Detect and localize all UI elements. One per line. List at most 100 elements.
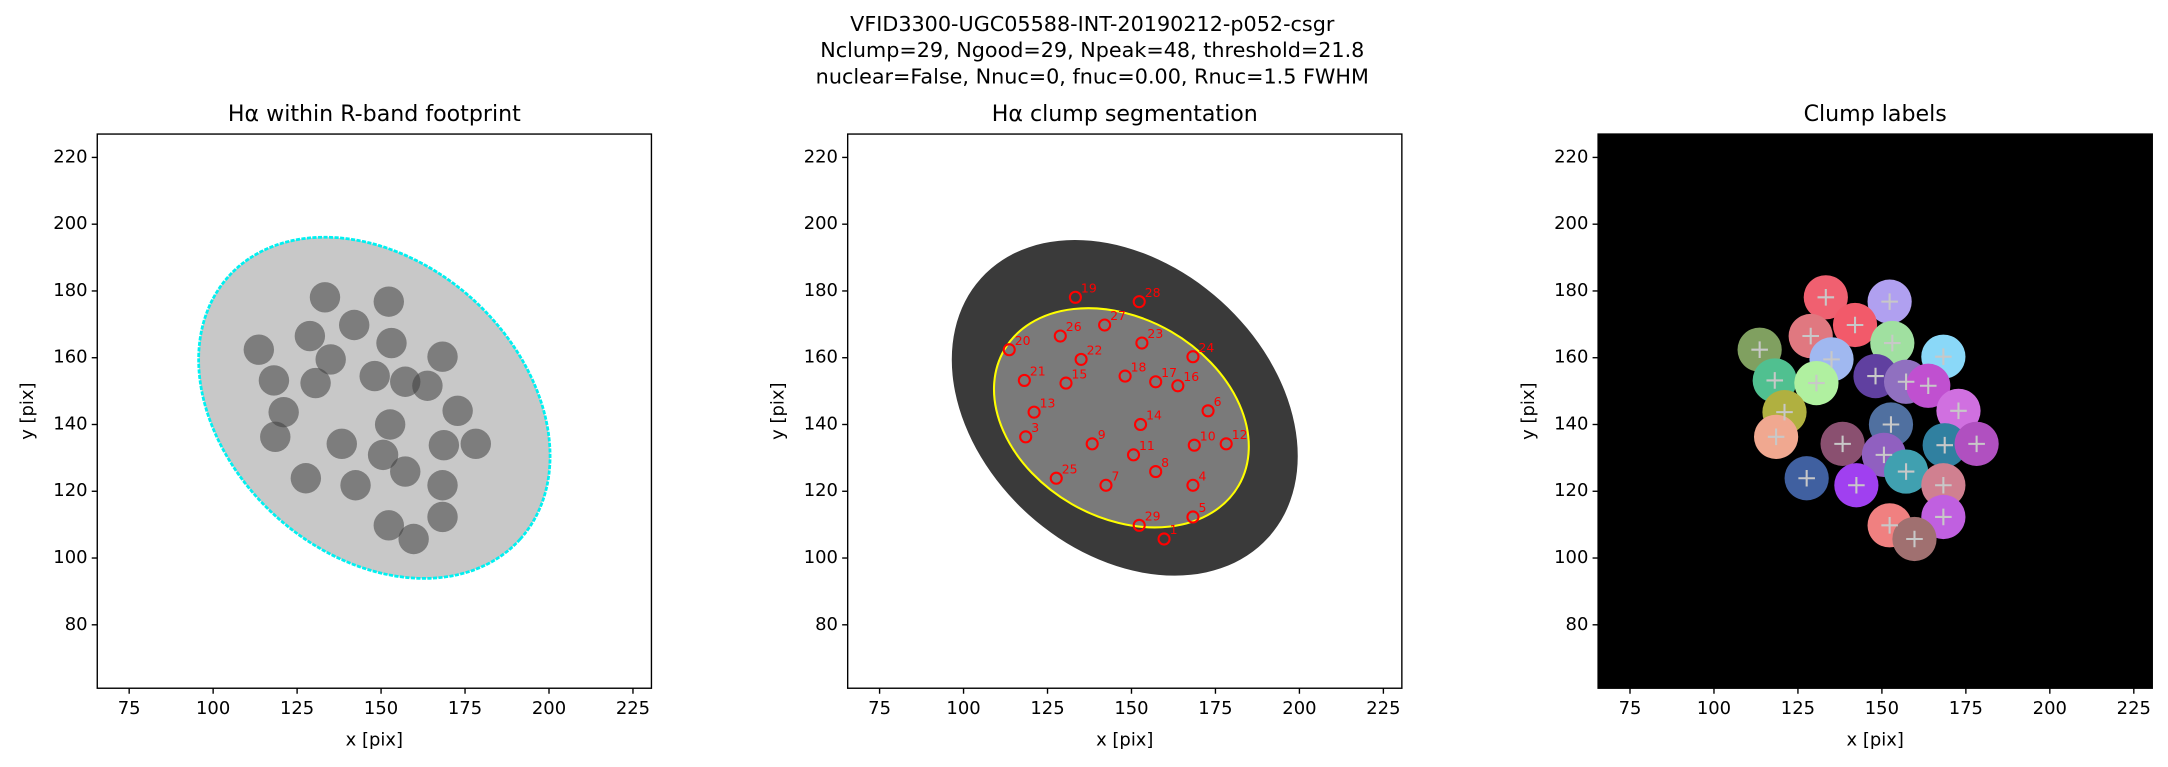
x-tick-label: 200: [532, 698, 566, 719]
clump-label: 5: [1198, 500, 1206, 515]
x-tick-label: 175: [448, 698, 482, 719]
clump-cross: [1846, 316, 1864, 334]
clump-marker: [1219, 437, 1233, 451]
x-tick-label: 200: [1282, 698, 1316, 719]
x-tick-label: 175: [1949, 698, 1983, 719]
clump-label: 18: [1131, 359, 1147, 374]
clump-cross: [1881, 517, 1898, 534]
clump-marker: [1027, 405, 1041, 419]
clump-blob: [428, 429, 460, 461]
x-tick-label: 175: [1198, 698, 1232, 719]
clump-cross: [1817, 289, 1835, 306]
y-tick-label: 220: [804, 146, 838, 167]
x-tick-label: 125: [280, 698, 314, 719]
clump-marker: [1186, 350, 1200, 364]
clump-blob: [340, 470, 371, 501]
suptitle: Nclump=29, Ngood=29, Npeak=48, threshold…: [820, 38, 1364, 62]
clump-cross: [1897, 373, 1915, 391]
y-tick-label: 200: [804, 213, 838, 234]
clump-blob: [268, 396, 299, 428]
clump-cross: [1950, 402, 1967, 420]
x-tick-label: 225: [1366, 698, 1400, 719]
clump-marker: [1157, 532, 1171, 546]
clump-marker: [1132, 518, 1146, 532]
clump-label: 24: [1198, 340, 1214, 355]
x-tick-label: 75: [118, 698, 141, 719]
clump-label: 12: [1232, 427, 1248, 442]
clump-cross: [1823, 351, 1840, 368]
y-tick-label: 100: [1554, 547, 1588, 568]
x-tick-label: 150: [1865, 698, 1899, 719]
clump-cross: [1751, 341, 1768, 359]
clump-blob: [390, 456, 421, 487]
clump-blob: [309, 282, 341, 313]
clump-marker: [1201, 404, 1215, 418]
clump-blob: [300, 367, 331, 399]
clump-blob: [258, 365, 290, 396]
clump-label: 28: [1145, 285, 1161, 300]
clump-marker: [1118, 369, 1132, 383]
x-tick-label: 200: [2033, 698, 2067, 719]
clump-blob: [290, 463, 322, 494]
clump-marker: [1126, 448, 1141, 462]
clump-label: 22: [1087, 343, 1103, 358]
image: [197, 235, 552, 580]
clump-blob: [374, 409, 406, 440]
clump-blob: [427, 470, 458, 501]
clump-marker: [1186, 510, 1200, 524]
clump-blob: [326, 428, 357, 460]
clump-cross: [1968, 435, 1985, 453]
clump-marker: [1187, 438, 1201, 452]
clump-marker: [1049, 471, 1063, 485]
clump-label: 29: [1145, 509, 1161, 524]
clump-blob: [373, 286, 404, 317]
clump-blob: [294, 320, 326, 352]
clump-blob: [442, 395, 473, 427]
y-tick-label: 100: [53, 547, 87, 568]
clump-cross: [1798, 469, 1815, 487]
x-tick-label: 75: [1619, 698, 1642, 719]
y-axis-label: y [pix]: [1518, 382, 1539, 439]
y-tick-label: 80: [65, 614, 88, 635]
y-tick-label: 80: [815, 614, 838, 635]
clump-label: 20: [1015, 333, 1031, 348]
clump-label: 11: [1139, 438, 1155, 453]
y-tick-label: 140: [1554, 413, 1588, 434]
clump-label: 1: [1170, 522, 1178, 537]
x-tick-label: 150: [364, 698, 398, 719]
y-tick-label: 100: [804, 547, 838, 568]
x-tick-label: 100: [1697, 698, 1731, 719]
clump-blob: [359, 360, 390, 392]
clump-label: 6: [1214, 394, 1222, 409]
clump-marker: [1002, 343, 1016, 357]
clump-cross: [1897, 463, 1915, 480]
y-tick-label: 140: [53, 413, 87, 434]
clump-label: 8: [1161, 455, 1169, 470]
y-tick-label: 180: [804, 280, 838, 301]
clump-blob: [427, 501, 458, 533]
clump-marker: [1053, 329, 1067, 343]
clump-marker: [1074, 352, 1088, 366]
clump-marker: [1085, 437, 1099, 451]
clump-marker: [1019, 430, 1033, 444]
clump-blob: [315, 344, 346, 375]
x-tick-label: 225: [616, 698, 650, 719]
clump-blob: [338, 309, 370, 341]
clump-cross: [1935, 476, 1952, 494]
panel-title: Hα clump segmentation: [992, 101, 1258, 127]
clump-cross: [1906, 530, 1923, 548]
y-axis-label: y [pix]: [17, 382, 38, 439]
clump-cross: [1919, 377, 1937, 395]
y-tick-label: 200: [53, 213, 87, 234]
clump-cross: [1882, 416, 1900, 433]
clump-label: 17: [1161, 365, 1177, 380]
y-tick-label: 80: [1566, 614, 1589, 635]
y-tick-label: 220: [53, 146, 87, 167]
clump-cross: [1881, 293, 1898, 310]
clump-marker: [1133, 417, 1148, 432]
clump-cross: [1935, 508, 1952, 526]
galaxy: [197, 235, 552, 580]
axes-frame: [846, 133, 1403, 689]
